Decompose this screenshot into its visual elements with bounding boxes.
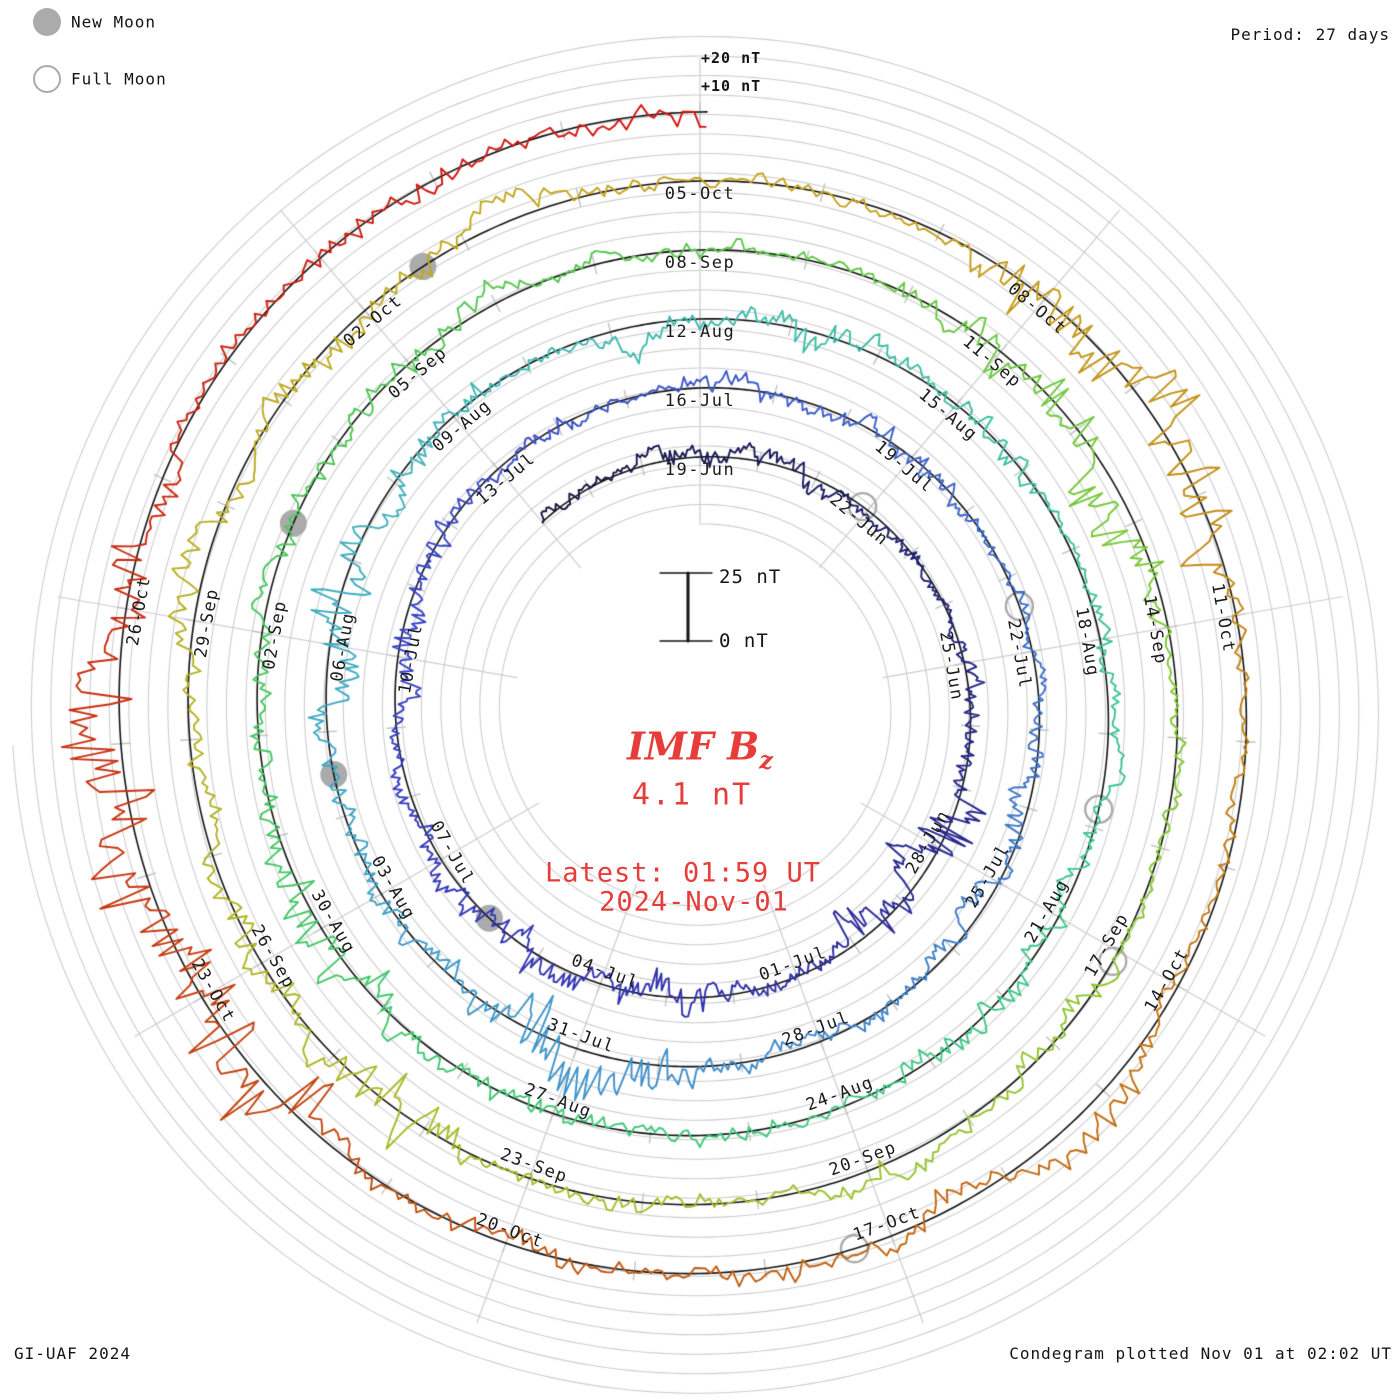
date-label: 16-Jul	[664, 391, 736, 411]
full-moon-icon	[33, 65, 61, 93]
grid-label-plus10: +10 nT	[701, 77, 762, 95]
scale-min-label: 0 nT	[719, 630, 769, 652]
chart-title: IMF Bz	[627, 724, 773, 775]
plotted-timestamp-label: Condegram plotted Nov 01 at 02:02 UT	[1009, 1344, 1392, 1363]
new-moon-icon	[33, 8, 61, 36]
date-label: 19-Jun	[664, 460, 736, 480]
chart-title-sub: z	[759, 745, 773, 775]
latest-date-label: 2024-Nov-01	[599, 886, 789, 918]
latest-time-label: Latest: 01:59 UT	[544, 857, 822, 889]
period-label: Period: 27 days	[1230, 25, 1390, 44]
legend-new-moon-label: New Moon	[71, 12, 157, 32]
latest-value: 4.1 nT	[631, 777, 753, 813]
grid-label-plus20: +20 nT	[701, 49, 762, 67]
legend-full-moon-label: Full Moon	[71, 69, 167, 89]
chart-title-main: IMF B	[627, 723, 760, 769]
scale-max-label: 25 nT	[719, 566, 782, 588]
credit-label: GI-UAF 2024	[14, 1344, 131, 1363]
date-label: 05-Oct	[664, 184, 736, 204]
date-label: 12-Aug	[664, 322, 736, 342]
date-label: 08-Sep	[664, 253, 736, 273]
